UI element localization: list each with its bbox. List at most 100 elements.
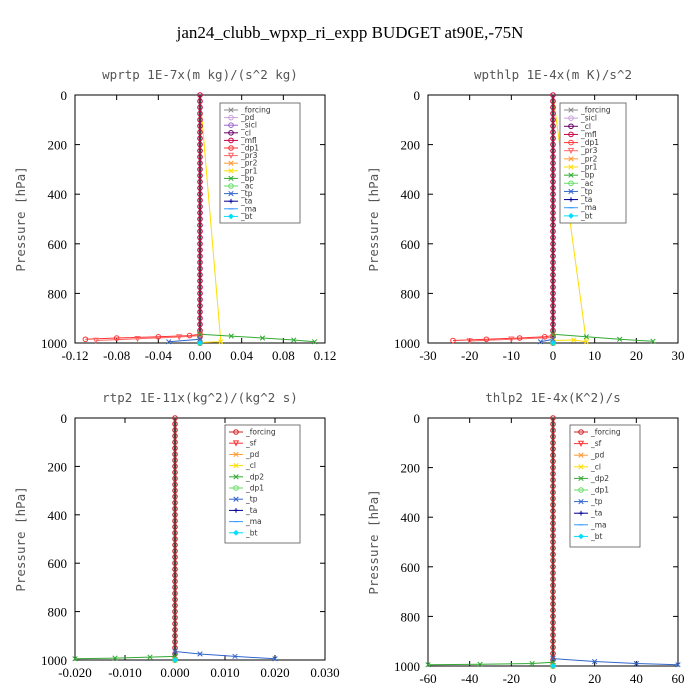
zero-column-marker	[172, 445, 178, 452]
zero-column-marker	[197, 166, 203, 173]
zero-column-marker	[197, 284, 203, 291]
zero-column-marker	[550, 185, 556, 191]
legend-marker	[233, 462, 239, 469]
legend-marker	[228, 130, 234, 136]
zero-column-marker	[550, 533, 556, 539]
zero-column-marker	[550, 446, 556, 452]
y-tick-label: 400	[401, 510, 421, 525]
legend-marker	[228, 114, 234, 121]
legend-marker	[578, 510, 584, 516]
series-tp	[552, 658, 679, 666]
zero-column-marker	[172, 608, 178, 615]
legend-marker	[578, 533, 584, 540]
zero-column-marker	[550, 179, 556, 185]
zero-column-marker	[550, 172, 556, 179]
zero-column-marker	[197, 98, 203, 104]
zero-column-marker	[550, 545, 556, 552]
panels-group: wprtp 1E-7x(m kg)/(s^2 kg) Pressure [hPa]…	[13, 67, 685, 686]
series-line	[427, 418, 554, 666]
x-tick-label: -0.010	[108, 665, 142, 680]
legend-marker	[578, 429, 584, 435]
legend-marker	[568, 156, 574, 162]
legend-marker	[233, 529, 239, 536]
zero-column-marker	[550, 110, 556, 117]
zero-column-marker	[197, 117, 203, 123]
y-axis-label: Pressure [hPa]	[13, 166, 28, 271]
panel-title: wpthlp 1E-4x(m K)/s^2	[474, 67, 632, 82]
zero-column-marker	[550, 471, 556, 477]
zero-column-marker	[550, 427, 556, 434]
zero-column-marker	[197, 197, 203, 204]
legend-marker	[228, 122, 234, 128]
zero-column-marker	[550, 564, 556, 570]
zero-column-marker	[172, 421, 178, 427]
zero-column-marker	[197, 278, 203, 284]
legend-marker	[567, 147, 575, 155]
zero-column-marker	[197, 247, 203, 253]
data-point	[228, 333, 234, 339]
zero-column-marker	[550, 421, 556, 428]
zero-column-marker	[550, 234, 556, 241]
data-point	[541, 334, 548, 340]
legend-marker	[568, 188, 574, 195]
y-tick-label: 1000	[41, 653, 67, 668]
zero-column-marker	[550, 222, 556, 228]
zero-column-marker	[197, 154, 203, 160]
legend-marker	[233, 451, 239, 458]
data-point	[72, 656, 78, 662]
zero-column-marker	[550, 210, 556, 216]
data-point	[483, 336, 490, 343]
legend-marker	[568, 123, 574, 130]
zero-column-marker	[172, 614, 178, 621]
legend-label: _ac	[240, 182, 253, 191]
legend-label: _dp1	[240, 144, 259, 153]
zero-column-marker	[197, 185, 203, 191]
legend-label: _tp	[240, 189, 253, 198]
x-tick-label: -0.08	[103, 348, 130, 363]
legend-label: _sf	[590, 439, 602, 448]
series-pr3	[95, 95, 201, 341]
legend-label: _cl	[245, 461, 256, 470]
zero-column-marker	[172, 451, 178, 458]
legend-label: _tp	[590, 497, 603, 506]
zero-column-marker	[550, 607, 556, 614]
legend: _forcing _sf _pd _cl _dp2 _dp1 _tp _ta _ma _bt	[569, 424, 641, 548]
y-tick-label: 0	[61, 88, 68, 103]
y-tick-label: 400	[401, 187, 421, 202]
data-point	[311, 339, 318, 345]
x-tick-label: 0.010	[210, 665, 239, 680]
zero-column-marker	[197, 110, 203, 117]
x-tick-label: 40	[630, 671, 643, 686]
legend-marker	[232, 440, 240, 447]
zero-column-marker	[550, 508, 556, 514]
legend-box	[559, 102, 627, 224]
plot-frame	[74, 417, 326, 661]
data-point	[466, 338, 473, 345]
x-tick-label: 60	[672, 671, 685, 686]
zero-column-marker	[197, 290, 203, 297]
data-point	[172, 657, 178, 663]
zero-column-marker	[550, 539, 556, 545]
data-point	[529, 660, 535, 667]
zero-column-marker	[172, 427, 178, 433]
zero-column-marker	[550, 477, 556, 483]
zero-column-marker	[550, 495, 556, 502]
zero-column-marker	[550, 166, 556, 173]
zero-column-marker	[550, 588, 556, 595]
data-point	[592, 658, 598, 665]
legend-label: _forcing	[245, 428, 276, 437]
zero-column-marker	[550, 104, 556, 111]
y-tick-label: 600	[401, 237, 421, 252]
series-line	[174, 651, 276, 660]
series-tp	[174, 651, 276, 660]
data-point	[516, 335, 523, 341]
zero-column-marker	[550, 241, 556, 247]
zero-column-marker	[550, 141, 556, 148]
zero-column-marker	[172, 493, 178, 500]
legend-label: _tp	[580, 187, 593, 196]
legend-label: _ma	[245, 517, 262, 526]
data-point	[113, 335, 120, 341]
data-point	[155, 334, 162, 340]
zero-column-marker	[550, 601, 556, 607]
